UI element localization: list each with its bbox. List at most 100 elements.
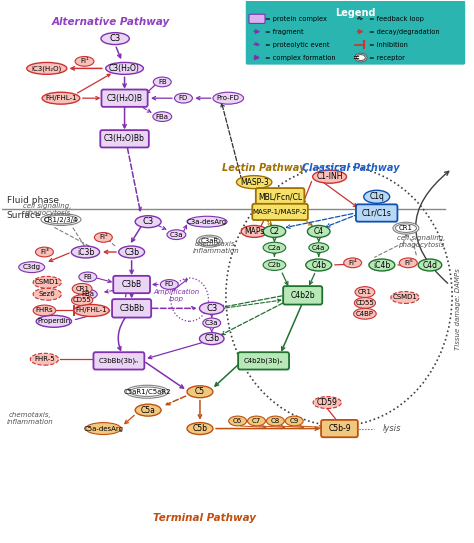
- Text: C3aR: C3aR: [201, 238, 219, 244]
- Ellipse shape: [364, 190, 390, 203]
- Text: =: =: [159, 387, 167, 397]
- Ellipse shape: [263, 225, 286, 237]
- Ellipse shape: [187, 216, 227, 227]
- FancyBboxPatch shape: [245, 0, 466, 66]
- Text: Classical Pathway: Classical Pathway: [302, 163, 400, 173]
- Ellipse shape: [263, 242, 286, 253]
- Ellipse shape: [285, 416, 303, 426]
- Ellipse shape: [42, 92, 80, 104]
- Text: C5: C5: [195, 387, 205, 396]
- Ellipse shape: [213, 92, 244, 104]
- Text: lysis: lysis: [383, 424, 401, 433]
- Ellipse shape: [344, 258, 362, 268]
- Ellipse shape: [86, 422, 121, 434]
- Text: cell signaling,
phagocytosis: cell signaling, phagocytosis: [397, 235, 446, 248]
- Ellipse shape: [247, 416, 265, 426]
- Text: = receptor: = receptor: [369, 54, 405, 61]
- Text: CR1/2/3/4: CR1/2/3/4: [44, 217, 78, 223]
- Ellipse shape: [30, 353, 59, 365]
- Text: CD55: CD55: [73, 297, 91, 303]
- Ellipse shape: [74, 305, 109, 317]
- Text: =: =: [352, 53, 359, 62]
- Text: C2: C2: [269, 227, 280, 236]
- Text: C3a: C3a: [205, 320, 219, 326]
- FancyBboxPatch shape: [238, 352, 289, 370]
- FancyBboxPatch shape: [93, 352, 145, 370]
- Text: C3bBb(3b)ₙ: C3bBb(3b)ₙ: [99, 358, 139, 364]
- Ellipse shape: [79, 272, 97, 282]
- Text: C3b: C3b: [124, 248, 139, 256]
- Ellipse shape: [308, 225, 330, 237]
- Text: MASP-1/MASP-2: MASP-1/MASP-2: [253, 209, 307, 215]
- Ellipse shape: [203, 318, 221, 328]
- Ellipse shape: [309, 243, 328, 252]
- Text: C5b: C5b: [192, 424, 208, 433]
- Ellipse shape: [241, 225, 267, 237]
- Text: FHRs: FHRs: [36, 307, 53, 313]
- Ellipse shape: [354, 298, 375, 308]
- Text: FB: FB: [158, 79, 167, 85]
- Ellipse shape: [313, 396, 341, 408]
- Text: C9: C9: [290, 418, 299, 424]
- Ellipse shape: [167, 230, 186, 239]
- Text: chemotaxis,
inflammation: chemotaxis, inflammation: [7, 412, 54, 425]
- Ellipse shape: [78, 289, 97, 299]
- Ellipse shape: [71, 246, 100, 258]
- Text: C1r/C1s: C1r/C1s: [362, 209, 392, 218]
- Text: FI³: FI³: [40, 249, 49, 255]
- FancyBboxPatch shape: [321, 420, 358, 437]
- Ellipse shape: [187, 422, 213, 434]
- Text: C5b-9: C5b-9: [328, 424, 351, 433]
- Text: C3(H₂O): C3(H₂O): [109, 64, 140, 73]
- Text: FHR-5: FHR-5: [34, 356, 55, 362]
- Text: C3a: C3a: [170, 232, 183, 238]
- Text: Amplification
loop: Amplification loop: [153, 289, 200, 302]
- Text: C3bBb: C3bBb: [119, 304, 144, 313]
- Text: C5a-desArg: C5a-desArg: [83, 426, 123, 432]
- Text: C3(H₂O)Bb: C3(H₂O)Bb: [104, 134, 145, 143]
- Ellipse shape: [312, 170, 346, 183]
- Text: Pro-FD: Pro-FD: [217, 95, 240, 101]
- Text: = proteolytic event: = proteolytic event: [265, 42, 330, 48]
- FancyBboxPatch shape: [113, 276, 150, 293]
- Text: = inhibition: = inhibition: [369, 42, 408, 48]
- Text: CR1: CR1: [75, 286, 89, 292]
- Text: Lectin Pathway: Lectin Pathway: [222, 163, 305, 173]
- Ellipse shape: [27, 62, 67, 74]
- Ellipse shape: [135, 404, 161, 416]
- Text: MAPs: MAPs: [244, 227, 264, 236]
- Text: Fluid phase: Fluid phase: [7, 195, 59, 205]
- Text: C3: C3: [206, 304, 218, 313]
- FancyBboxPatch shape: [252, 204, 308, 220]
- Ellipse shape: [393, 222, 419, 234]
- Text: FH/FHL-1: FH/FHL-1: [45, 95, 77, 101]
- Text: C3(H₂O)B: C3(H₂O)B: [107, 94, 143, 103]
- Ellipse shape: [160, 280, 178, 289]
- Text: Properdin: Properdin: [37, 318, 71, 324]
- Text: C6: C6: [233, 418, 242, 424]
- Text: CSMD1: CSMD1: [392, 294, 418, 300]
- Text: C5aR1/C5aR2: C5aR1/C5aR2: [123, 389, 171, 395]
- Ellipse shape: [33, 288, 62, 300]
- Ellipse shape: [94, 232, 112, 242]
- Ellipse shape: [237, 175, 272, 188]
- Text: C3bB: C3bB: [121, 280, 142, 289]
- Ellipse shape: [135, 216, 161, 228]
- Text: iC3(H₂O): iC3(H₂O): [32, 65, 62, 72]
- Text: FB: FB: [83, 274, 92, 280]
- Text: C4a: C4a: [312, 245, 326, 251]
- Text: C5a: C5a: [141, 406, 155, 415]
- Text: Alternative Pathway: Alternative Pathway: [51, 17, 170, 27]
- Text: = fragment: = fragment: [265, 29, 304, 35]
- Text: C7: C7: [252, 418, 261, 424]
- FancyBboxPatch shape: [100, 130, 149, 148]
- Text: iC4b: iC4b: [373, 261, 391, 269]
- Text: FI¹: FI¹: [80, 58, 89, 65]
- FancyBboxPatch shape: [101, 90, 148, 107]
- Text: C4b2b: C4b2b: [291, 291, 315, 300]
- Text: C4d: C4d: [422, 261, 438, 269]
- Text: C3: C3: [143, 217, 154, 226]
- Text: FH/FHL-1: FH/FHL-1: [76, 307, 108, 313]
- Ellipse shape: [200, 333, 224, 345]
- FancyBboxPatch shape: [112, 299, 151, 318]
